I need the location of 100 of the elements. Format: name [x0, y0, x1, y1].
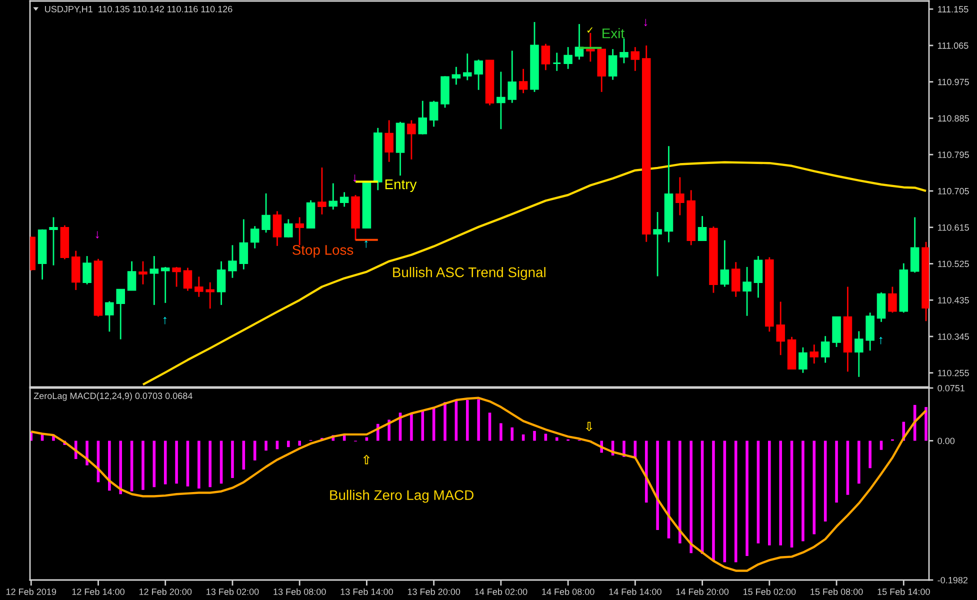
annotation: Bullish ASC Trend Signal: [393, 267, 546, 280]
candlestick: [820, 335, 830, 364]
bar: [264, 440, 268, 451]
x-tick-label: 13 Feb 20:00: [408, 588, 460, 595]
candlestick: [676, 176, 684, 216]
bar: [287, 440, 290, 448]
annotation: ↓: [644, 18, 648, 26]
bar: [421, 410, 424, 441]
bar: [802, 440, 804, 542]
x-tick-label: 13 Feb 02:00: [206, 588, 259, 595]
x-tick-label: 15 Feb 08:00: [810, 588, 863, 595]
candlestick: [462, 52, 472, 81]
candlestick: [810, 344, 819, 364]
annotation: Exit: [602, 28, 624, 38]
y-tick-label: 110.255: [938, 370, 969, 376]
annotation: ✓: [587, 27, 592, 33]
candlestick: [295, 216, 304, 246]
annotation: Stop Loss: [292, 245, 354, 258]
y-tick-label: 0.0751: [938, 384, 965, 392]
bar: [712, 440, 715, 561]
candlestick: [866, 312, 874, 352]
bar: [835, 440, 838, 503]
candlestick: [620, 38, 628, 64]
candlestick: [720, 240, 730, 288]
x-tick-label: 13 Feb 08:00: [274, 588, 326, 595]
candlestick: [206, 282, 214, 310]
candlestick: [318, 166, 326, 216]
x-tick-label: 14 Feb 14:00: [609, 588, 662, 595]
bar: [175, 440, 178, 484]
bar: [779, 440, 782, 546]
annotation: ⇩: [586, 422, 592, 432]
y-tick-label: 110.975: [938, 78, 969, 86]
candlestick: [518, 68, 528, 94]
y-tick-label: 110.435: [938, 297, 969, 304]
bar: [510, 427, 514, 441]
x-tick-label: 12 Feb 20:00: [139, 588, 192, 595]
bar: [544, 434, 548, 441]
candlestick: [910, 216, 920, 274]
candlestick: [49, 216, 58, 266]
candlestick: [160, 266, 170, 304]
annotation: ↑: [879, 336, 882, 344]
candlestick: [496, 71, 506, 130]
annotation: Bullish Zero Lag MACD: [330, 490, 474, 503]
bar: [164, 440, 167, 484]
y-tick-label: -0.1982: [938, 576, 968, 584]
candlestick: [82, 255, 92, 286]
candlestick: [552, 52, 562, 72]
candlestick: [407, 120, 416, 160]
x-tick-label: 12 Feb 14:00: [72, 588, 124, 595]
candlestick: [418, 100, 428, 136]
x-tick-label: 14 Feb 02:00: [475, 588, 528, 595]
bar: [488, 412, 492, 441]
candlestick: [429, 100, 438, 128]
bar: [119, 440, 122, 494]
candlestick: [116, 288, 125, 340]
bar: [644, 440, 648, 503]
bar: [208, 440, 212, 488]
candlestick: [328, 182, 338, 210]
x-tick-label: 12 Feb 2019: [6, 588, 56, 595]
y-tick-label: 110.525: [938, 260, 969, 268]
candlestick: [888, 286, 897, 314]
bar: [231, 440, 234, 478]
candlestick: [586, 32, 595, 62]
y-tick-label: 111.065: [938, 42, 968, 49]
annotation: Entry: [385, 180, 417, 192]
candlestick: [698, 215, 707, 242]
candlestick: [340, 191, 349, 208]
y-tick-label: 110.705: [938, 188, 969, 194]
bar: [298, 440, 301, 446]
candlestick: [150, 255, 159, 306]
candlestick: [876, 292, 886, 323]
bar: [868, 440, 872, 468]
candlestick: [105, 300, 114, 332]
bar: [365, 437, 368, 441]
bar: [656, 440, 659, 530]
candlestick: [731, 261, 740, 298]
candlestick: [653, 211, 662, 277]
candlestick: [608, 48, 618, 81]
candlestick: [138, 260, 148, 286]
candlestick: [508, 50, 517, 104]
bar: [746, 440, 748, 556]
bar: [444, 402, 446, 441]
candlestick: [541, 43, 550, 71]
bar: [500, 423, 502, 441]
bar: [410, 412, 413, 441]
bar: [555, 437, 558, 441]
bar: [924, 407, 928, 441]
line-series: [142, 161, 928, 386]
candlestick: [216, 260, 226, 306]
y-tick-label: 0.00: [938, 438, 955, 444]
candlestick: [262, 192, 270, 234]
y-tick-label: 111.155: [938, 6, 968, 12]
y-tick-label: 110.885: [938, 115, 969, 122]
candlestick: [742, 266, 752, 317]
x-tick-label: 15 Feb 02:00: [744, 588, 796, 595]
bar: [522, 434, 525, 441]
candlestick: [183, 267, 192, 292]
chart-title: ZeroLag MACD(12,24,9) 0.0703 0.0684: [34, 392, 192, 401]
candlestick: [228, 244, 237, 279]
x-tick-label: 15 Feb 14:00: [878, 588, 930, 595]
